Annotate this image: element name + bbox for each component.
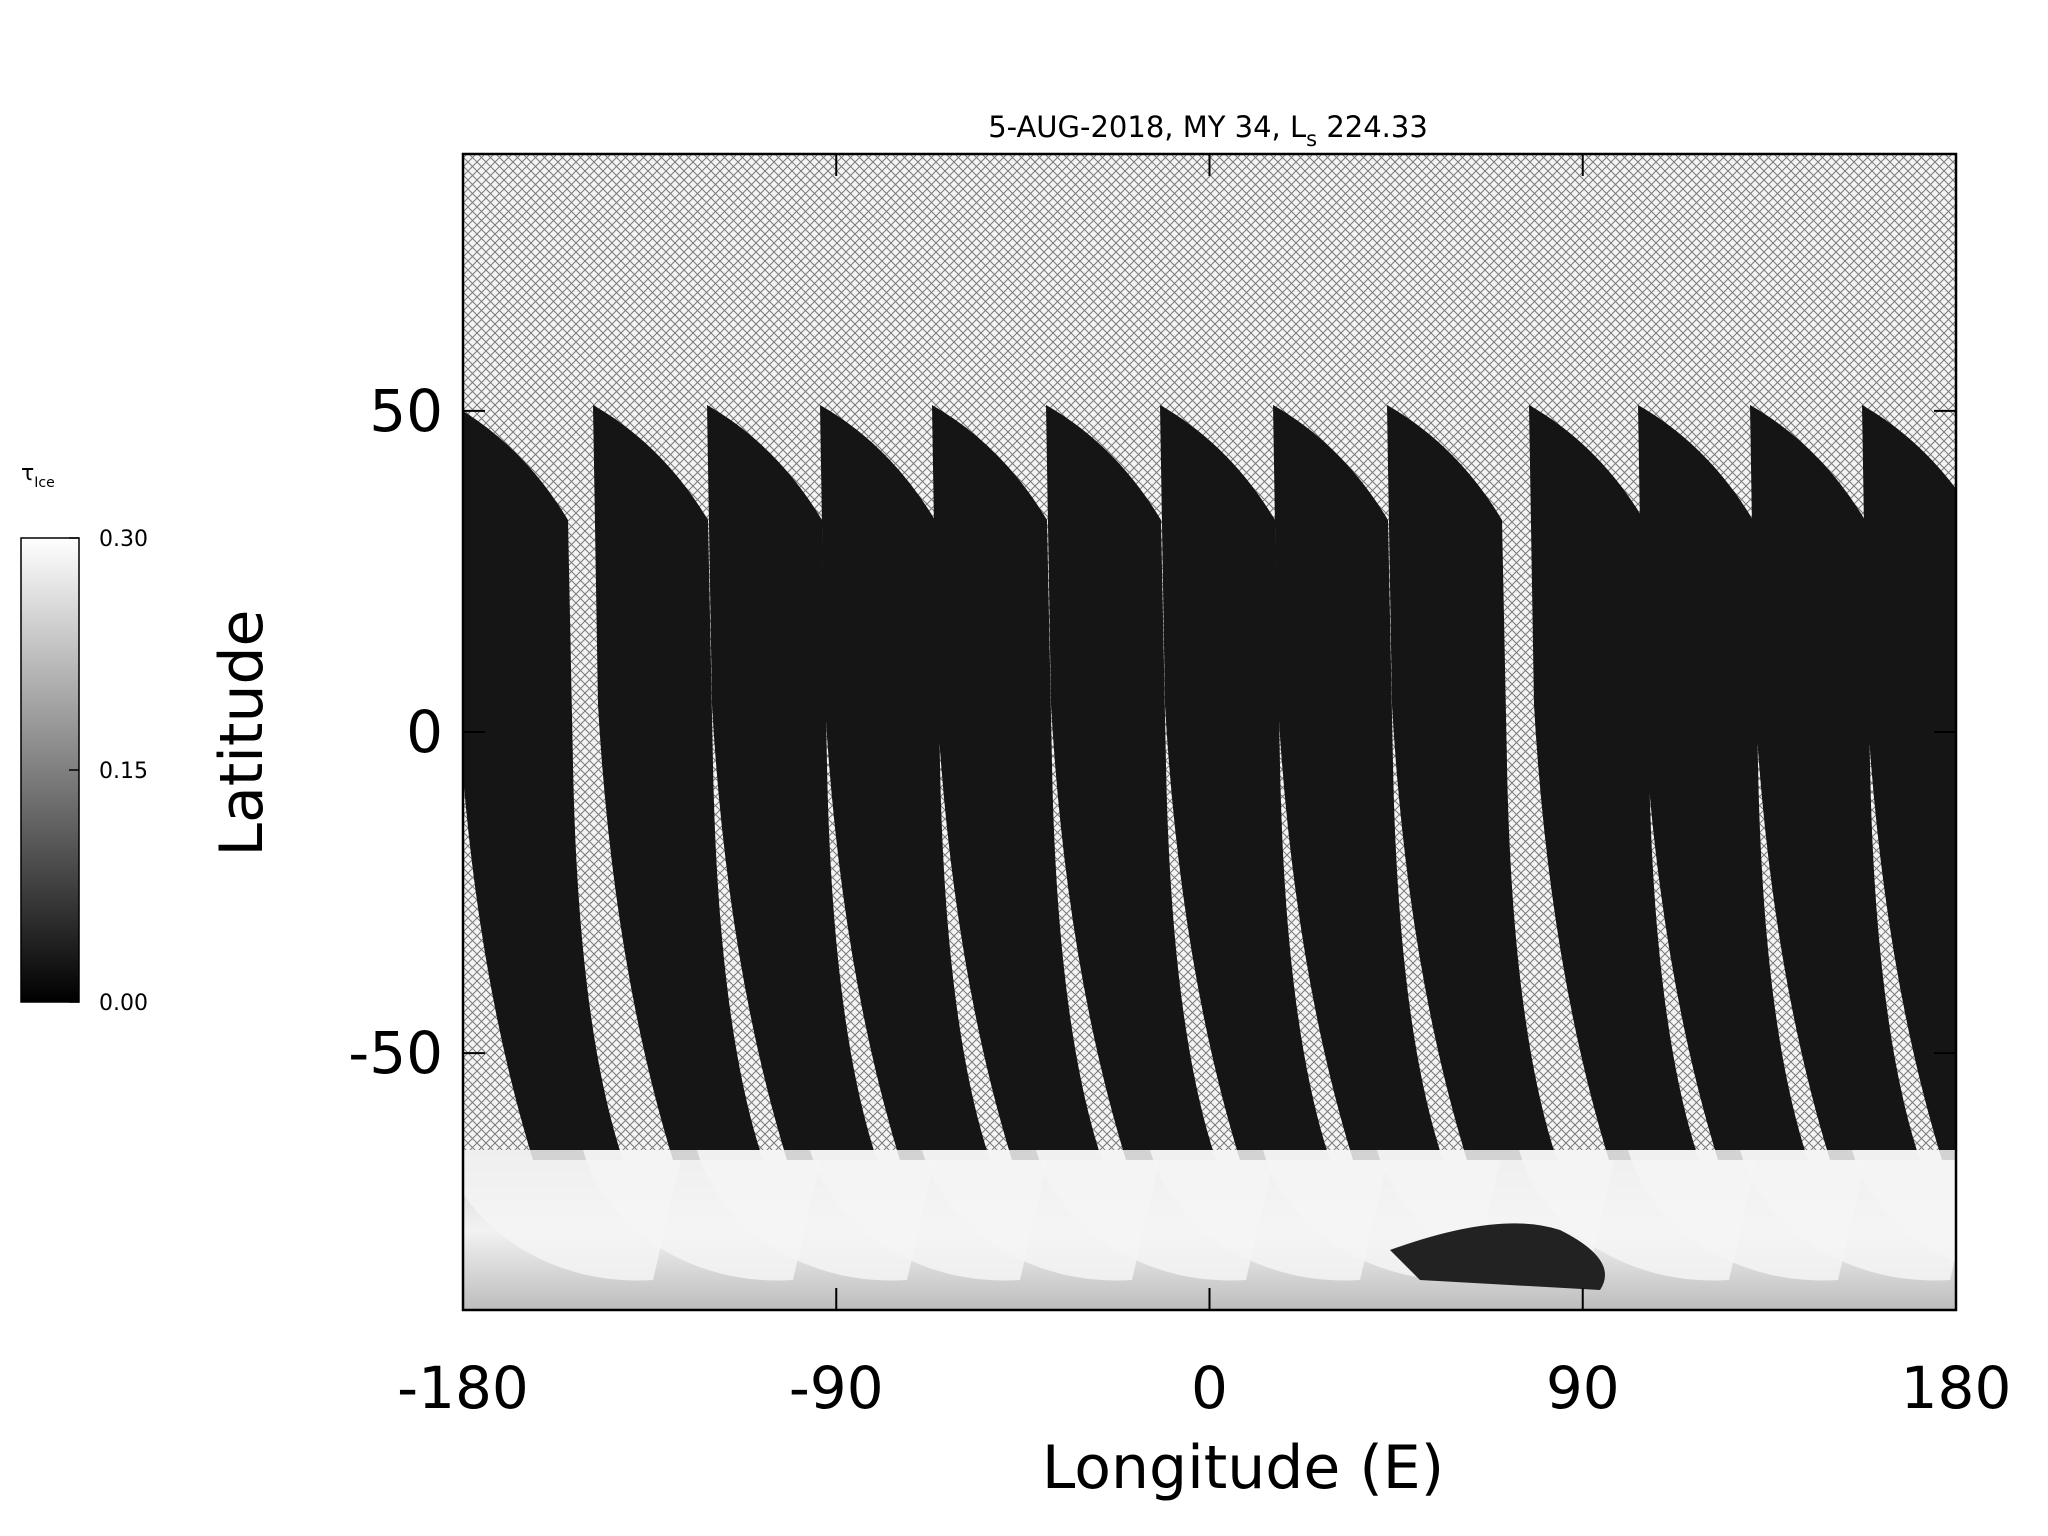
colorbar-tick-label: 0.15 [99, 759, 148, 784]
swath [1529, 405, 1699, 1160]
swath-layer [463, 405, 1956, 1310]
colorbar-tick-label: 0.30 [99, 527, 148, 552]
swath [1387, 405, 1557, 1160]
swath [707, 405, 877, 1160]
colorbar-label: τIce [21, 461, 55, 491]
x-tick-label: -90 [789, 1354, 884, 1422]
swath [1046, 405, 1216, 1160]
polar-dark [1390, 1223, 1605, 1290]
x-tick-label: 180 [1901, 1354, 2012, 1422]
x-tick-label: 0 [1191, 1354, 1228, 1422]
swath [463, 410, 623, 1160]
swath [1750, 405, 1920, 1160]
y-tick-label: 50 [369, 377, 443, 445]
colorbar: 0.00 0.15 0.30 [20, 527, 148, 1016]
polar-swath [1852, 1150, 1956, 1263]
y-axis-label: Latitude [207, 610, 277, 857]
x-axis-label: Longitude (E) [1042, 1433, 1444, 1503]
swath [1638, 405, 1808, 1160]
swath [1273, 405, 1443, 1160]
x-tick-label: -180 [397, 1354, 529, 1422]
x-tick-label: 90 [1546, 1354, 1620, 1422]
chart-title: 5-AUG-2018, MY 34, Ls 224.33 [988, 110, 1428, 151]
y-tick-label: 0 [406, 698, 443, 766]
swath [1160, 405, 1330, 1160]
swath [820, 405, 990, 1160]
swath [593, 405, 763, 1160]
colorbar-tick-label: 0.00 [99, 991, 148, 1016]
swath [932, 405, 1102, 1160]
y-tick-label: -50 [348, 1019, 443, 1087]
swath [1862, 405, 1956, 1160]
